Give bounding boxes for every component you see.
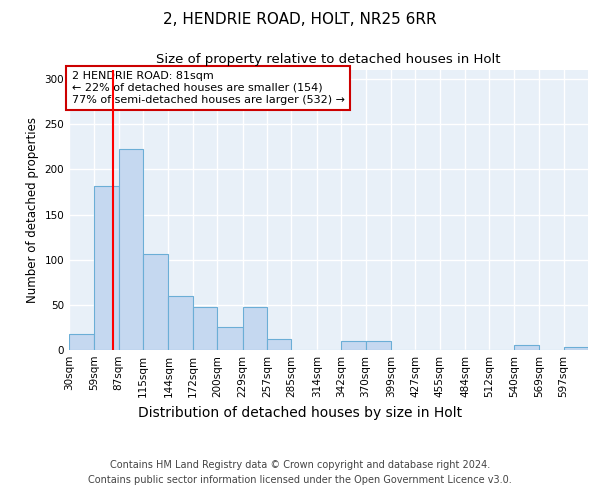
Bar (365, 341, 391, 350)
Bar (217, 328, 242, 350)
Bar (514, 346, 539, 350)
Bar (193, 306, 217, 350)
Bar (119, 150, 143, 350)
Bar (169, 296, 193, 350)
Title: Size of property relative to detached houses in Holt: Size of property relative to detached ho… (156, 53, 501, 66)
Bar (143, 254, 169, 350)
Bar (563, 348, 588, 350)
Y-axis label: Number of detached properties: Number of detached properties (26, 117, 39, 303)
Text: 2, HENDRIE ROAD, HOLT, NR25 6RR: 2, HENDRIE ROAD, HOLT, NR25 6RR (163, 12, 437, 28)
Bar (267, 339, 292, 350)
Bar (94, 186, 119, 350)
Bar (242, 306, 267, 350)
Bar (341, 341, 365, 350)
Text: Contains HM Land Registry data © Crown copyright and database right 2024.
Contai: Contains HM Land Registry data © Crown c… (88, 460, 512, 485)
Text: 2 HENDRIE ROAD: 81sqm
← 22% of detached houses are smaller (154)
77% of semi-det: 2 HENDRIE ROAD: 81sqm ← 22% of detached … (71, 72, 344, 104)
Bar (69, 334, 94, 350)
Text: Distribution of detached houses by size in Holt: Distribution of detached houses by size … (138, 406, 462, 419)
